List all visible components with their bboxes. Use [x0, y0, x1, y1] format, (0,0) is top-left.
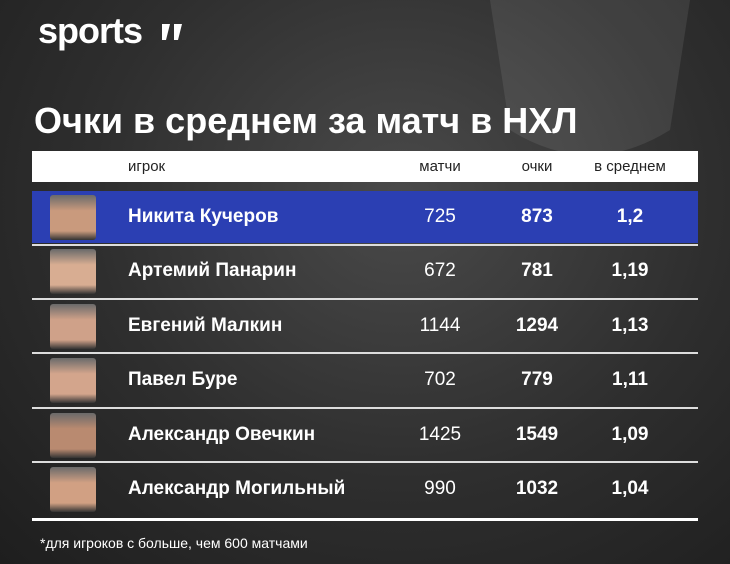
player-photo	[50, 249, 96, 295]
cell: 1,13	[611, 314, 649, 336]
cell: 725	[424, 206, 456, 227]
cell: 672	[424, 260, 456, 282]
cell: 1294	[515, 314, 559, 336]
player-photo	[50, 467, 96, 512]
logo: sports	[38, 10, 143, 51]
player-photo	[50, 358, 96, 404]
cell: 873	[521, 206, 553, 227]
row-separator	[32, 297, 698, 300]
row-separator	[32, 243, 698, 246]
logo-mark	[162, 24, 182, 40]
cell: 779	[521, 369, 553, 391]
cell: 1549	[515, 423, 559, 445]
player-name: Никита Кучеров	[128, 206, 279, 227]
table-row: Никита Кучеров 725 873 1,2	[32, 191, 698, 243]
table-row: Павел Буре 702 779 1,11	[32, 354, 698, 406]
cell: 990	[424, 478, 456, 499]
cell: 1,09	[611, 423, 649, 445]
table-row: Артемий Панарин 672 781 1,19	[32, 245, 698, 297]
row-separator	[32, 518, 698, 521]
cell: 1,19	[611, 260, 649, 282]
cell: 702	[424, 369, 456, 391]
cell: 1425	[418, 423, 462, 445]
player-photo	[50, 303, 96, 349]
cell: 781	[521, 260, 553, 282]
column-header: матчи	[419, 158, 461, 175]
cell: 1032	[515, 478, 559, 499]
player-name: Евгений Малкин	[128, 314, 283, 336]
player-photo	[50, 412, 96, 458]
cell: 1144	[419, 314, 461, 336]
player-name: Александр Могильный	[128, 478, 346, 499]
title: Очки в среднем за матч в НХЛ	[34, 100, 578, 141]
player-name: Павел Буре	[128, 369, 238, 391]
column-header: в среднем	[594, 158, 666, 175]
player-photo	[50, 195, 96, 240]
row-separator	[32, 352, 698, 355]
row-separator	[32, 461, 698, 464]
table-row: Александр Овечкин 1425 1549 1,09	[32, 409, 698, 461]
column-header: очки	[521, 158, 553, 175]
player-name: Артемий Панарин	[128, 260, 297, 282]
column-header: игрок	[128, 158, 166, 175]
table-header: игрок матчи очки в среднем	[32, 151, 698, 182]
watermark	[490, 0, 690, 155]
cell: 1,2	[616, 206, 644, 227]
cell: 1,04	[611, 478, 649, 499]
cell: 1,11	[612, 369, 648, 391]
row-separator	[32, 406, 698, 409]
table-row: Евгений Малкин 1144 1294 1,13	[32, 300, 698, 352]
player-name: Александр Овечкин	[128, 423, 316, 445]
table-row: Александр Могильный 990 1032 1,04	[32, 463, 698, 515]
footnote: *для игроков с больше, чем 600 матчами	[40, 535, 308, 551]
